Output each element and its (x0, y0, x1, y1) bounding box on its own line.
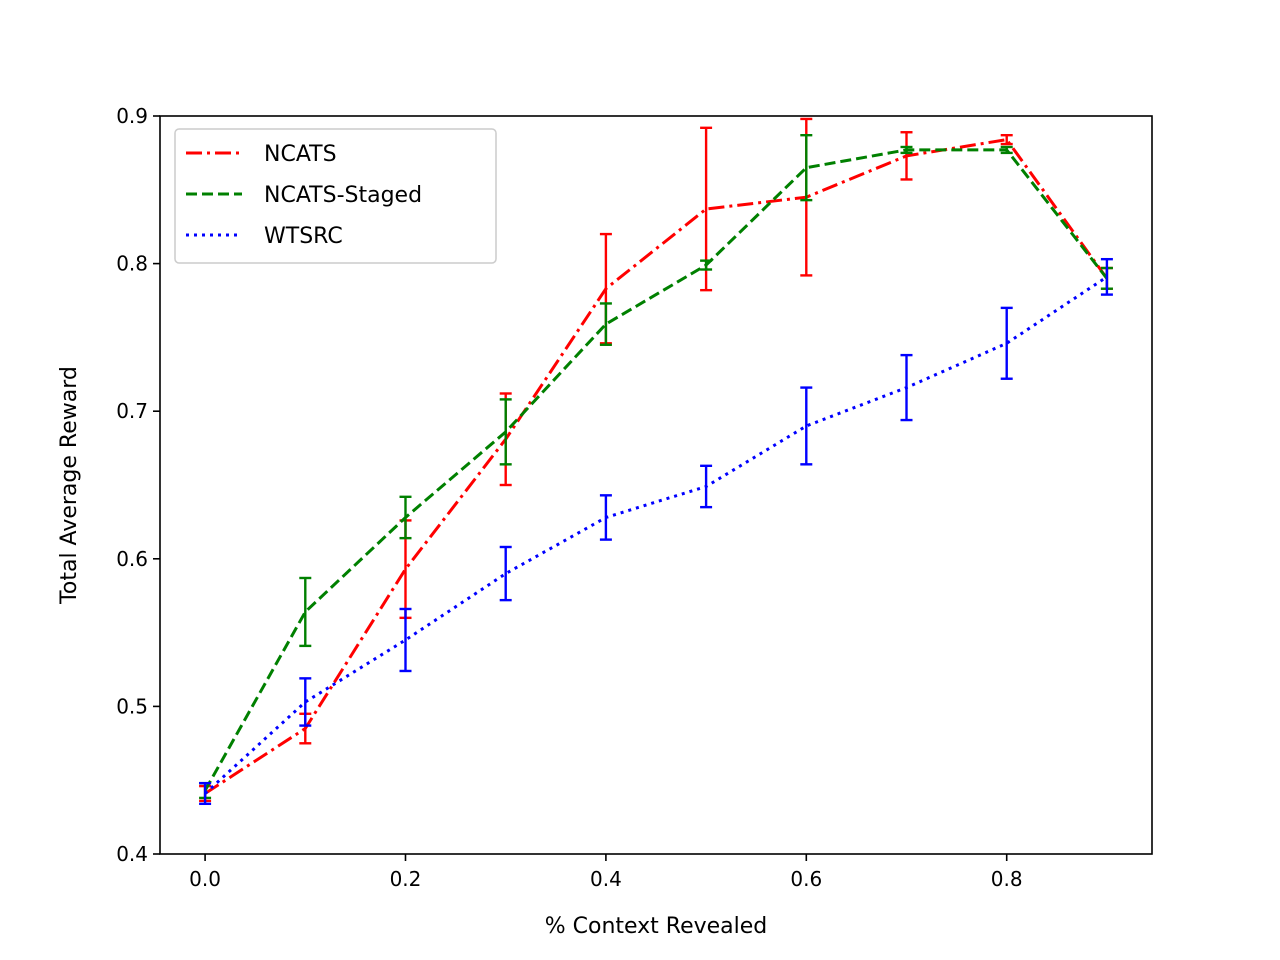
error-bar-ncats-staged (800, 133, 813, 202)
error-bar-ncats-staged (1000, 145, 1013, 155)
y-tick-label: 0.5 (116, 694, 148, 718)
error-bar-wtsrc (800, 386, 813, 466)
error-bar-ncats (1000, 133, 1013, 146)
legend-item-ncats-staged: NCATS-Staged (186, 183, 422, 208)
y-tick-label: 0.4 (116, 842, 148, 866)
legend-label-wtsrc: WTSRC (264, 224, 343, 249)
y-axis-label: Total Average Reward (57, 366, 82, 605)
series-line-ncats-staged (203, 148, 1109, 792)
legend-item-wtsrc: WTSRC (186, 224, 343, 249)
error-bar-ncats-staged (700, 259, 713, 271)
tick-layer: 0.0 0.2 0.4 0.6 0.8 0.4 0.5 0.6 0.7 0.8 0.9 (116, 104, 1022, 891)
legend-item-ncats: NCATS (186, 142, 337, 167)
error-bar-wtsrc (499, 545, 512, 602)
legend-label-ncats-staged: NCATS-Staged (264, 183, 422, 208)
error-bar-wtsrc (700, 464, 713, 509)
series-line-wtsrc (204, 275, 1108, 795)
error-bar-ncats-staged (900, 145, 913, 155)
error-bar-wtsrc (1100, 257, 1113, 296)
error-bar-wtsrc (199, 781, 212, 806)
error-bar-ncats (900, 131, 913, 181)
error-bar-wtsrc (399, 607, 412, 673)
error-bar-wtsrc (1000, 306, 1013, 380)
y-tick-label: 0.8 (116, 252, 148, 276)
series-ncats-staged (199, 133, 1113, 800)
error-bar-ncats-staged (499, 398, 512, 466)
error-bar-wtsrc (299, 677, 312, 727)
y-tick-label: 0.7 (116, 399, 148, 423)
x-tick-label: 0.4 (590, 867, 622, 891)
plot-frame (159, 115, 1153, 855)
series-layer (199, 117, 1113, 806)
x-tick-label: 0.2 (390, 867, 422, 891)
error-bar-ncats-staged (599, 302, 612, 346)
series-line-ncats (204, 138, 1109, 795)
error-bar-wtsrc (900, 353, 913, 422)
series-wtsrc (199, 257, 1113, 806)
legend-frame (174, 128, 497, 264)
x-tick-label: 0.6 (790, 867, 822, 891)
y-tick-label: 0.6 (116, 547, 148, 571)
legend: NCATS NCATS-Staged WTSRC (174, 128, 497, 264)
error-bar-ncats-staged (299, 576, 312, 648)
x-axis-label: % Context Revealed (545, 914, 768, 939)
error-bar-wtsrc (599, 494, 612, 541)
error-bar-ncats-staged (399, 495, 412, 540)
y-tick-label: 0.9 (116, 104, 148, 128)
x-tick-label: 0.8 (991, 867, 1023, 891)
x-tick-label: 0.0 (189, 867, 221, 891)
legend-label-ncats: NCATS (264, 142, 337, 167)
